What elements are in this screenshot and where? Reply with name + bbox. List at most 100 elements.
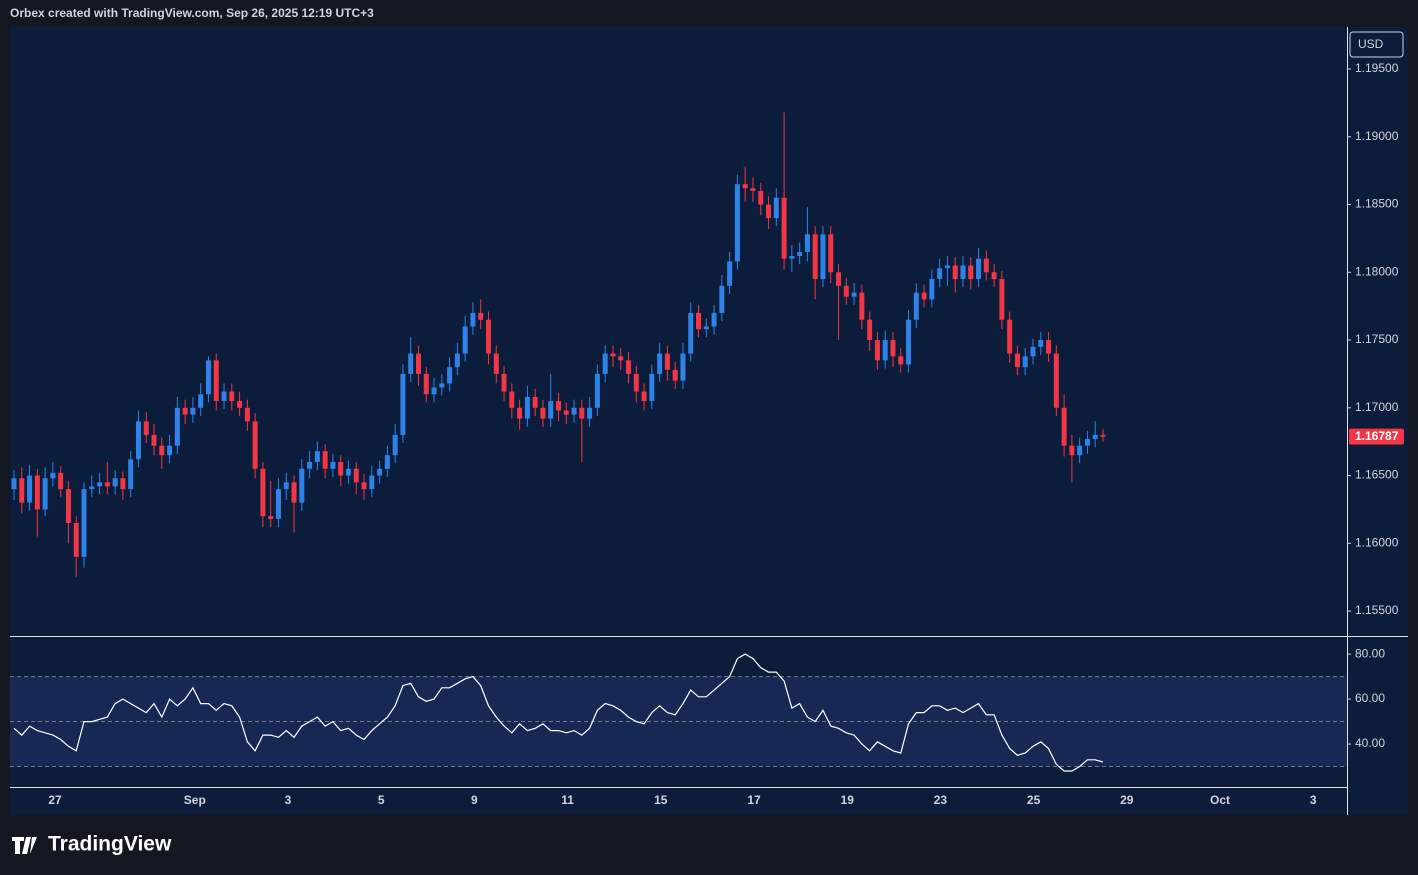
candle-body (275, 489, 281, 519)
x-tick-label: 3 (1310, 793, 1317, 807)
candle-body (307, 462, 313, 469)
candle-body (19, 478, 25, 503)
candle-body (773, 197, 779, 219)
candle-body (345, 468, 351, 476)
candle-body (408, 353, 414, 374)
candle-body (921, 292, 927, 300)
candle-body (828, 234, 834, 273)
candle-body (1092, 434, 1098, 439)
candle-body (314, 451, 320, 462)
candle-body (384, 455, 390, 469)
candle-body (11, 478, 17, 490)
candle-body (1053, 353, 1059, 408)
candle-body (540, 407, 546, 419)
candle-body (104, 482, 110, 487)
candle-body (991, 272, 997, 280)
candle-body (221, 391, 227, 402)
candle-body (423, 373, 429, 395)
candle-body (291, 482, 297, 503)
candle-body (664, 353, 670, 370)
candle-body (81, 489, 87, 557)
candle-body (944, 265, 950, 269)
candle-body (229, 391, 235, 402)
candle-body (556, 401, 561, 411)
candle-body (400, 373, 406, 435)
candle-body (874, 340, 880, 361)
candle-body (1022, 356, 1028, 368)
currency-box[interactable] (1349, 31, 1404, 58)
candle-body (50, 472, 56, 479)
candle-body (688, 312, 694, 354)
candle-body (618, 356, 624, 361)
candle-body (454, 353, 460, 368)
candle-body (548, 401, 554, 419)
candle-body (532, 396, 538, 408)
x-tick-label: 25 (1027, 793, 1041, 807)
y-tick-label: 1.19500 (1355, 61, 1399, 75)
y-tick-label: 1.16000 (1355, 535, 1399, 549)
candle-body (711, 312, 717, 327)
candle-body (322, 451, 328, 469)
candle-body (1061, 407, 1067, 446)
candle-body (439, 383, 445, 388)
logo (12, 837, 37, 854)
candle-body (641, 391, 647, 402)
candle-body (696, 312, 702, 330)
candle-body (734, 184, 740, 262)
candle-body (602, 353, 608, 374)
candle-body (789, 256, 795, 259)
candle-body (462, 326, 468, 354)
candle-body (1038, 340, 1044, 347)
candle-body (906, 319, 912, 365)
candle-body (719, 285, 725, 313)
candle-body (843, 285, 849, 297)
candle-body (143, 421, 149, 435)
candle-body (594, 373, 600, 408)
time-scale (10, 787, 1347, 815)
candle-body (151, 434, 157, 446)
y-tick-label: 1.18000 (1355, 264, 1399, 278)
y-tick-label: 1.19000 (1355, 129, 1399, 143)
candle-body (89, 486, 95, 490)
candle-body (431, 387, 437, 395)
candle-body (369, 475, 375, 490)
candle-body (983, 258, 989, 273)
candle-body (252, 421, 258, 469)
candle-body (97, 482, 103, 487)
candle-body (517, 407, 523, 419)
candle-body (812, 234, 818, 280)
candle-body (1014, 353, 1020, 368)
candle-body (867, 319, 873, 341)
candle-body (198, 394, 204, 408)
x-tick-label: 5 (378, 793, 385, 807)
candle-body (167, 445, 173, 456)
candle-body (968, 265, 974, 280)
candle-body (836, 272, 842, 286)
candle-body (338, 462, 344, 476)
rsi-line (13, 653, 1104, 772)
x-tick-label: 11 (561, 793, 574, 807)
candle-body (1100, 434, 1106, 437)
candle-body (34, 475, 40, 510)
candle-body (361, 482, 367, 490)
candle-body (353, 468, 359, 483)
price-scale (1347, 27, 1408, 815)
rsi-tick-label: 80.00 (1355, 646, 1385, 660)
y-tick-label: 1.16500 (1355, 468, 1399, 482)
candle-body (859, 292, 865, 320)
rsi-tick-label: 60.00 (1355, 691, 1385, 705)
candle-body (742, 184, 748, 189)
candle-body (563, 410, 569, 415)
header: Orbex created with TradingView.com, Sep … (10, 6, 374, 20)
candle-body (1069, 445, 1075, 456)
candle-body (952, 265, 958, 280)
candle-body (485, 319, 491, 354)
candle-body (781, 197, 787, 259)
candle-body (299, 468, 305, 503)
y-tick-label: 1.17500 (1355, 332, 1399, 346)
candle-body (820, 234, 826, 280)
candle-body (182, 407, 188, 415)
candle-body (415, 353, 421, 374)
candle-body (470, 312, 476, 327)
